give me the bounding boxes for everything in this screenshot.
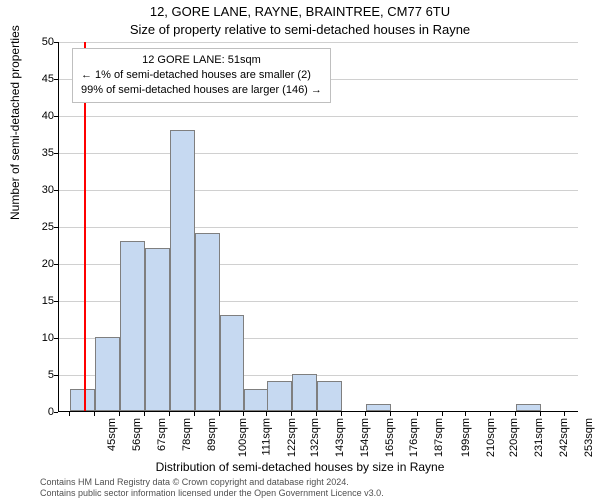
histogram-bar <box>220 315 245 411</box>
legend-box: 12 GORE LANE: 51sqm← 1% of semi-detached… <box>72 48 331 103</box>
histogram-bar <box>516 404 541 411</box>
y-tick-label: 45 <box>24 73 54 85</box>
y-tick-label: 30 <box>24 184 54 196</box>
x-tick-label: 89sqm <box>206 418 218 451</box>
histogram-bar <box>95 337 120 411</box>
x-tick-label: 253sqm <box>583 418 595 457</box>
x-tick-label: 122sqm <box>287 418 299 457</box>
y-tick-label: 5 <box>24 369 54 381</box>
x-tick-label: 132sqm <box>309 418 321 457</box>
x-axis-label: Distribution of semi-detached houses by … <box>0 460 600 474</box>
x-tick-label: 220sqm <box>508 418 520 457</box>
x-tick-label: 242sqm <box>558 418 570 457</box>
histogram-bar <box>292 374 317 411</box>
x-tick-label: 231sqm <box>533 418 545 457</box>
chart-title-line2: Size of property relative to semi-detach… <box>0 22 600 37</box>
y-tick-label: 35 <box>24 147 54 159</box>
footer-line: Contains public sector information licen… <box>40 488 384 498</box>
x-tick-label: 154sqm <box>359 418 371 457</box>
chart-container: 12, GORE LANE, RAYNE, BRAINTREE, CM77 6T… <box>0 0 600 500</box>
x-tick-label: 100sqm <box>237 418 249 457</box>
y-tick-label: 40 <box>24 110 54 122</box>
y-tick-label: 0 <box>24 406 54 418</box>
x-tick-label: 176sqm <box>409 418 421 457</box>
y-tick-label: 25 <box>24 221 54 233</box>
y-axis-label: Number of semi-detached properties <box>8 25 22 220</box>
footer-attribution: Contains HM Land Registry data © Crown c… <box>40 477 384 498</box>
x-tick-label: 67sqm <box>156 418 168 451</box>
chart-title-line1: 12, GORE LANE, RAYNE, BRAINTREE, CM77 6T… <box>0 4 600 19</box>
x-tick-label: 143sqm <box>334 418 346 457</box>
y-tick-label: 10 <box>24 332 54 344</box>
legend-line: 99% of semi-detached houses are larger (… <box>81 83 322 98</box>
histogram-bar <box>195 233 220 411</box>
footer-line: Contains HM Land Registry data © Crown c… <box>40 477 384 487</box>
x-tick-label: 56sqm <box>131 418 143 451</box>
y-tick-label: 20 <box>24 258 54 270</box>
histogram-bar <box>145 248 170 411</box>
x-tick-label: 210sqm <box>485 418 497 457</box>
x-tick-label: 78sqm <box>181 418 193 451</box>
y-tick-label: 15 <box>24 295 54 307</box>
histogram-bar <box>70 389 95 411</box>
legend-line: 12 GORE LANE: 51sqm <box>81 53 322 68</box>
x-tick-label: 45sqm <box>106 418 118 451</box>
x-tick-label: 111sqm <box>260 418 272 456</box>
histogram-bar <box>366 404 391 411</box>
histogram-bar <box>120 241 145 411</box>
x-tick-label: 187sqm <box>433 418 445 457</box>
histogram-bar <box>244 389 269 411</box>
histogram-bar <box>170 130 195 411</box>
histogram-bar <box>267 381 292 411</box>
histogram-bar <box>317 381 342 411</box>
x-tick-label: 199sqm <box>461 418 473 457</box>
y-tick-label: 50 <box>24 36 54 48</box>
legend-line: ← 1% of semi-detached houses are smaller… <box>81 68 322 83</box>
x-tick-label: 165sqm <box>384 418 396 457</box>
